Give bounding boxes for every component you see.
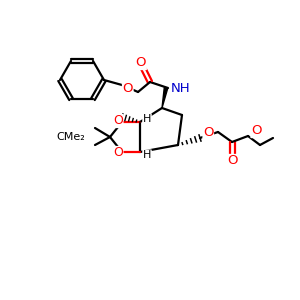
Text: O: O	[136, 56, 146, 70]
Text: H: H	[143, 150, 151, 160]
Text: H: H	[143, 114, 151, 124]
Text: O: O	[227, 154, 237, 167]
Text: CMe₂: CMe₂	[56, 132, 85, 142]
Text: O: O	[113, 115, 123, 128]
Text: O: O	[251, 124, 262, 137]
Polygon shape	[162, 88, 168, 108]
Text: NH: NH	[171, 82, 190, 94]
Text: O: O	[122, 82, 133, 95]
Text: O: O	[113, 146, 123, 160]
Text: O: O	[203, 127, 214, 140]
